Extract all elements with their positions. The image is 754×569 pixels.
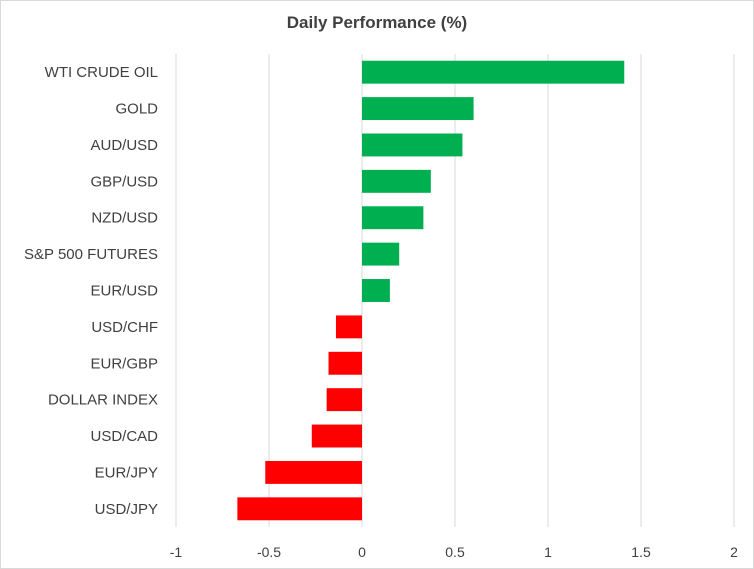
bar-gold <box>362 97 474 121</box>
category-label: USD/CHF <box>91 319 158 336</box>
category-labels: WTI CRUDE OIL GOLD AUD/USD GBP/USD NZD/USD S&… <box>24 64 158 518</box>
category-label: GBP/USD <box>90 173 158 190</box>
bar-wti-crude-oil <box>362 60 625 84</box>
category-label: EUR/USD <box>90 283 158 300</box>
x-tick-label: 0.5 <box>445 544 465 560</box>
bar-eur-jpy <box>265 460 362 484</box>
x-tick-label: 1.5 <box>631 544 651 560</box>
bars <box>237 60 625 521</box>
bar-usd-chf <box>335 315 362 339</box>
bar-dollar-index <box>326 388 362 412</box>
x-tick-label: 0 <box>358 544 366 560</box>
category-label: USD/JPY <box>95 501 158 518</box>
x-tick-label: -0.5 <box>257 544 281 560</box>
category-label: USD/CAD <box>90 428 158 445</box>
category-label: NZD/USD <box>91 210 158 227</box>
bar-eur-usd <box>362 279 390 302</box>
x-tick-label: -1 <box>170 544 183 560</box>
category-label: AUD/USD <box>90 137 158 154</box>
chart-title: Daily Performance (%) <box>286 13 468 32</box>
bar-usd-cad <box>311 424 362 448</box>
bar-usd-jpy <box>237 497 362 521</box>
category-label: EUR/GBP <box>90 355 158 372</box>
bar-s-p-500-futures <box>362 242 400 266</box>
bar-aud-usd <box>362 133 463 157</box>
category-label: EUR/JPY <box>95 464 158 481</box>
bar-nzd-usd <box>362 206 424 230</box>
grid-lines <box>175 54 735 527</box>
x-tick-label: 1 <box>544 544 552 560</box>
category-label: DOLLAR INDEX <box>48 392 158 409</box>
x-axis-tick-labels: -1 -0.5 0 0.5 1 1.5 2 <box>170 544 738 560</box>
category-label: GOLD <box>115 101 158 118</box>
category-label: WTI CRUDE OIL <box>45 64 158 81</box>
x-tick-label: 2 <box>730 544 738 560</box>
bar-gbp-usd <box>362 169 431 193</box>
bar-eur-gbp <box>328 351 362 375</box>
category-label: S&P 500 FUTURES <box>24 246 158 263</box>
